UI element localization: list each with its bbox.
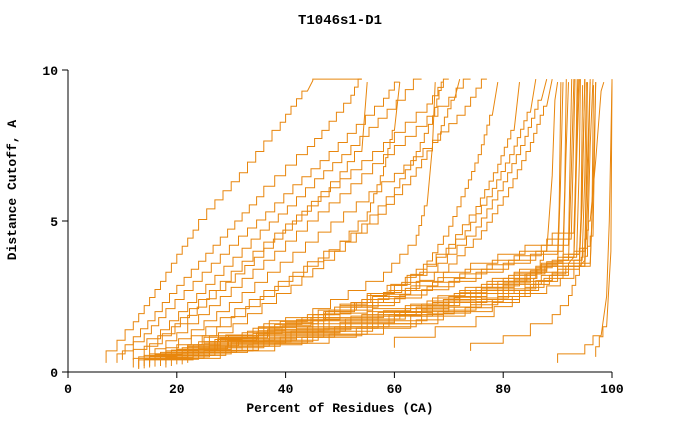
series-line: [165, 79, 594, 365]
series-line: [160, 79, 591, 365]
x-tick-label: 20: [169, 382, 185, 397]
x-tick-label: 60: [387, 382, 403, 397]
x-tick-label: 0: [64, 382, 72, 397]
series-line: [154, 79, 567, 362]
series-line: [165, 85, 594, 368]
series-line: [149, 82, 368, 354]
series-line: [170, 79, 579, 359]
x-tick-label: 80: [495, 382, 511, 397]
series-line: [132, 82, 564, 368]
series-line: [105, 78, 362, 363]
y-tick-label: 5: [50, 215, 58, 230]
series-line: [230, 82, 436, 348]
x-tick-label: 100: [600, 382, 624, 397]
series-line: [132, 78, 422, 360]
series-line: [470, 81, 605, 351]
y-tick-label: 0: [50, 366, 58, 381]
y-tick-label: 10: [42, 64, 58, 79]
series-line: [116, 78, 362, 363]
series-line: [143, 82, 597, 369]
series-line: [203, 78, 461, 351]
y-axis-label: Distance Cutoff, A: [5, 120, 20, 261]
series-line: [170, 82, 588, 366]
series-line: [149, 82, 591, 368]
chart-title: T1046s1-D1: [298, 13, 382, 29]
series-line: [165, 78, 487, 357]
series-line: [176, 79, 586, 365]
series-line: [154, 78, 471, 357]
axes: 0 20 40 60 80 100 0 5 10: [42, 64, 624, 397]
series-line: [181, 79, 581, 365]
series-line: [138, 82, 569, 368]
series-line: [143, 79, 575, 366]
x-axis-label: Percent of Residues (CA): [246, 401, 433, 416]
series-line: [121, 81, 400, 360]
series-line: [557, 82, 613, 363]
series-line: [595, 79, 613, 357]
series-line: [160, 79, 573, 362]
series-line: [143, 78, 449, 357]
data-series: [105, 78, 613, 369]
x-tick-label: 40: [278, 382, 294, 397]
series-line: [208, 78, 548, 354]
series-line: [187, 79, 578, 363]
